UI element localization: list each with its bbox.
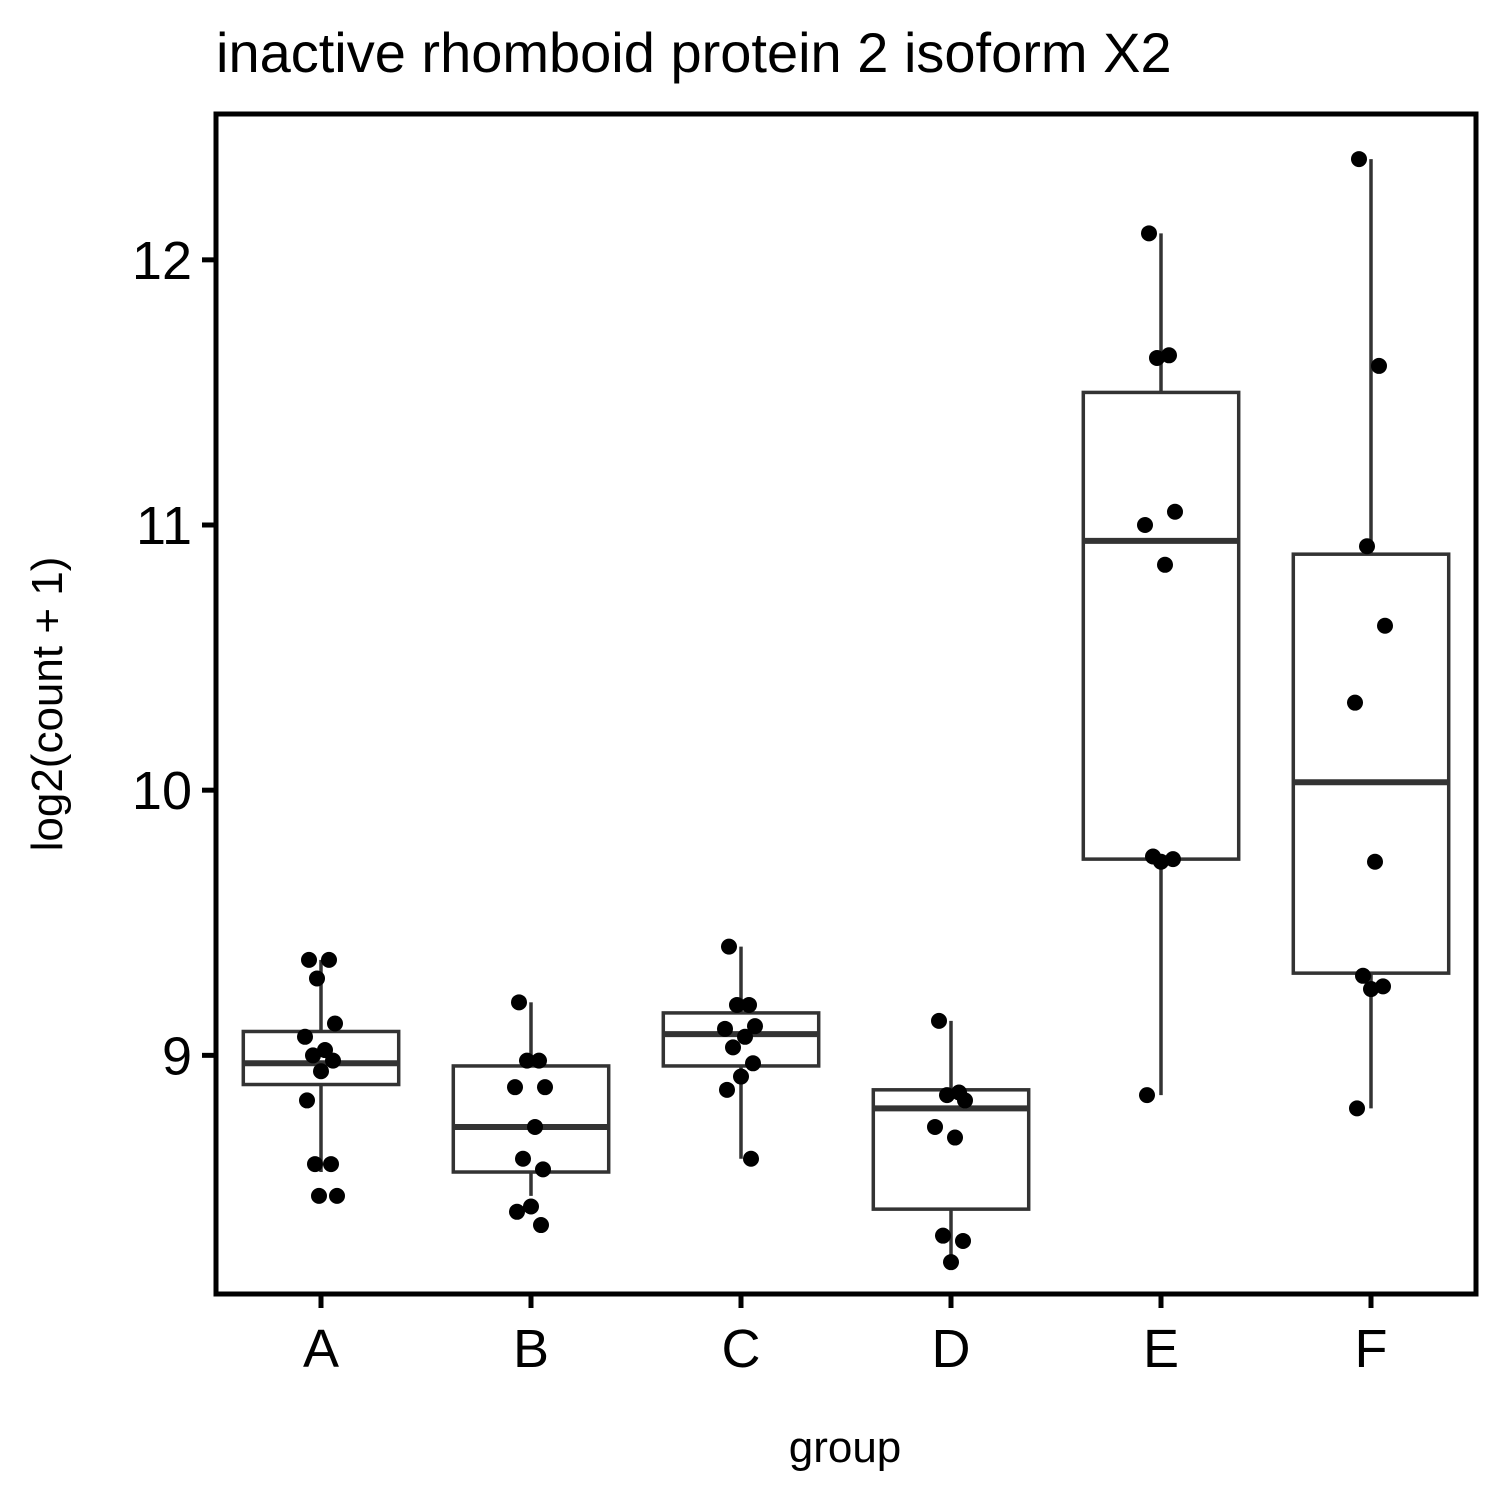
data-point <box>943 1254 959 1271</box>
data-point <box>1161 347 1177 364</box>
data-point <box>729 996 745 1013</box>
plot-area <box>241 151 1451 1271</box>
box-group-D <box>871 1020 1031 1263</box>
data-point <box>741 996 757 1013</box>
data-point <box>301 951 317 968</box>
points-B <box>507 994 553 1234</box>
data-point <box>743 1150 759 1167</box>
data-point <box>313 1063 329 1080</box>
data-point <box>737 1028 753 1045</box>
data-point <box>939 1087 955 1104</box>
data-point <box>531 1052 547 1069</box>
data-point <box>1351 151 1367 168</box>
x-axis-label: group <box>789 1423 902 1472</box>
data-point <box>1165 851 1181 868</box>
y-tick-label: 9 <box>162 1026 192 1086</box>
data-point <box>323 1156 339 1173</box>
y-tick-label: 10 <box>132 761 192 821</box>
data-point <box>721 938 737 955</box>
data-point <box>299 1092 315 1109</box>
data-point <box>1347 694 1363 711</box>
data-point <box>511 994 527 1011</box>
box-iqr <box>451 1064 611 1174</box>
data-point <box>1363 981 1379 998</box>
x-tick-label: C <box>722 1319 761 1379</box>
data-point <box>325 1052 341 1069</box>
data-point <box>1167 503 1183 520</box>
data-point <box>1141 225 1157 242</box>
data-point <box>1149 349 1165 366</box>
data-point <box>957 1092 973 1109</box>
chart-title: inactive rhomboid protein 2 isoform X2 <box>216 21 1172 84</box>
data-point <box>1367 853 1383 870</box>
x-tick-label: B <box>513 1319 549 1379</box>
y-axis-label: log2(count + 1) <box>23 557 72 852</box>
data-point <box>527 1118 543 1135</box>
data-point <box>305 1047 321 1064</box>
box-group-C <box>661 946 821 1159</box>
data-point <box>1153 853 1169 870</box>
data-point <box>507 1079 523 1096</box>
x-tick-label: A <box>303 1319 339 1379</box>
data-point <box>717 1020 733 1037</box>
data-point <box>719 1081 735 1098</box>
box-group-B <box>451 1002 611 1196</box>
data-point <box>733 1068 749 1085</box>
data-point <box>935 1227 951 1244</box>
box-iqr <box>1291 552 1451 975</box>
data-point <box>1157 556 1173 573</box>
data-point <box>725 1039 741 1056</box>
x-tick-label: E <box>1143 1319 1179 1379</box>
data-point <box>537 1079 553 1096</box>
points-F <box>1347 151 1393 1117</box>
y-tick-label: 12 <box>132 231 192 291</box>
y-tick-label: 11 <box>136 496 192 556</box>
x-axis: A B C D E F <box>303 1294 1388 1379</box>
panel-border <box>213 111 1479 1297</box>
data-point <box>1349 1100 1365 1117</box>
data-point <box>329 1187 345 1204</box>
box-iqr <box>1081 390 1241 861</box>
points-C <box>717 938 763 1167</box>
data-point <box>509 1203 525 1220</box>
data-point <box>515 1150 531 1167</box>
data-point <box>931 1012 947 1029</box>
data-point <box>309 970 325 987</box>
data-point <box>519 1052 535 1069</box>
data-point <box>1359 538 1375 555</box>
data-point <box>955 1232 971 1249</box>
points-A <box>297 951 345 1204</box>
data-point <box>1371 357 1387 374</box>
data-point <box>1137 517 1153 534</box>
data-point <box>1377 617 1393 634</box>
data-point <box>1139 1087 1155 1104</box>
points-D <box>927 1012 973 1271</box>
data-point <box>747 1018 763 1035</box>
points-E <box>1137 225 1183 1104</box>
data-point <box>745 1055 761 1072</box>
data-point <box>1375 978 1391 995</box>
data-point <box>523 1198 539 1215</box>
x-tick-label: F <box>1355 1319 1388 1379</box>
data-point <box>1355 967 1371 984</box>
x-tick-label: D <box>932 1319 971 1379</box>
data-point <box>311 1187 327 1204</box>
y-axis: 9 10 11 12 <box>132 231 216 1086</box>
data-point <box>535 1161 551 1178</box>
box-group-F <box>1291 159 1451 1109</box>
data-point <box>533 1217 549 1234</box>
data-point <box>947 1129 963 1146</box>
data-point <box>307 1156 323 1173</box>
data-point <box>927 1118 943 1135</box>
data-point <box>321 951 337 968</box>
data-point <box>297 1028 313 1045</box>
data-point <box>327 1015 343 1032</box>
box-group-E <box>1081 233 1241 1096</box>
